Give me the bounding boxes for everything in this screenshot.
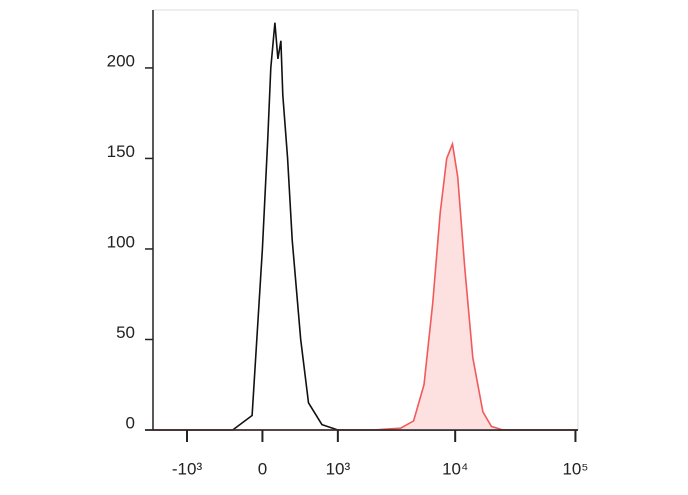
x-tick-label: -10³ xyxy=(172,459,203,478)
x-tick-label: 10⁴ xyxy=(442,459,468,478)
y-tick-label: 0 xyxy=(126,413,135,432)
x-tick-label: 10³ xyxy=(326,459,351,478)
histogram-line xyxy=(153,22,578,431)
x-tick-label: 0 xyxy=(258,459,267,478)
y-tick-label: 150 xyxy=(107,142,135,161)
y-tick-label: 200 xyxy=(107,51,135,70)
x-tick-label: 10⁵ xyxy=(562,459,588,478)
y-tick-label: 100 xyxy=(107,232,135,251)
histogram-line xyxy=(153,141,578,431)
histogram-area xyxy=(153,144,578,430)
y-tick-label: 50 xyxy=(116,323,135,342)
